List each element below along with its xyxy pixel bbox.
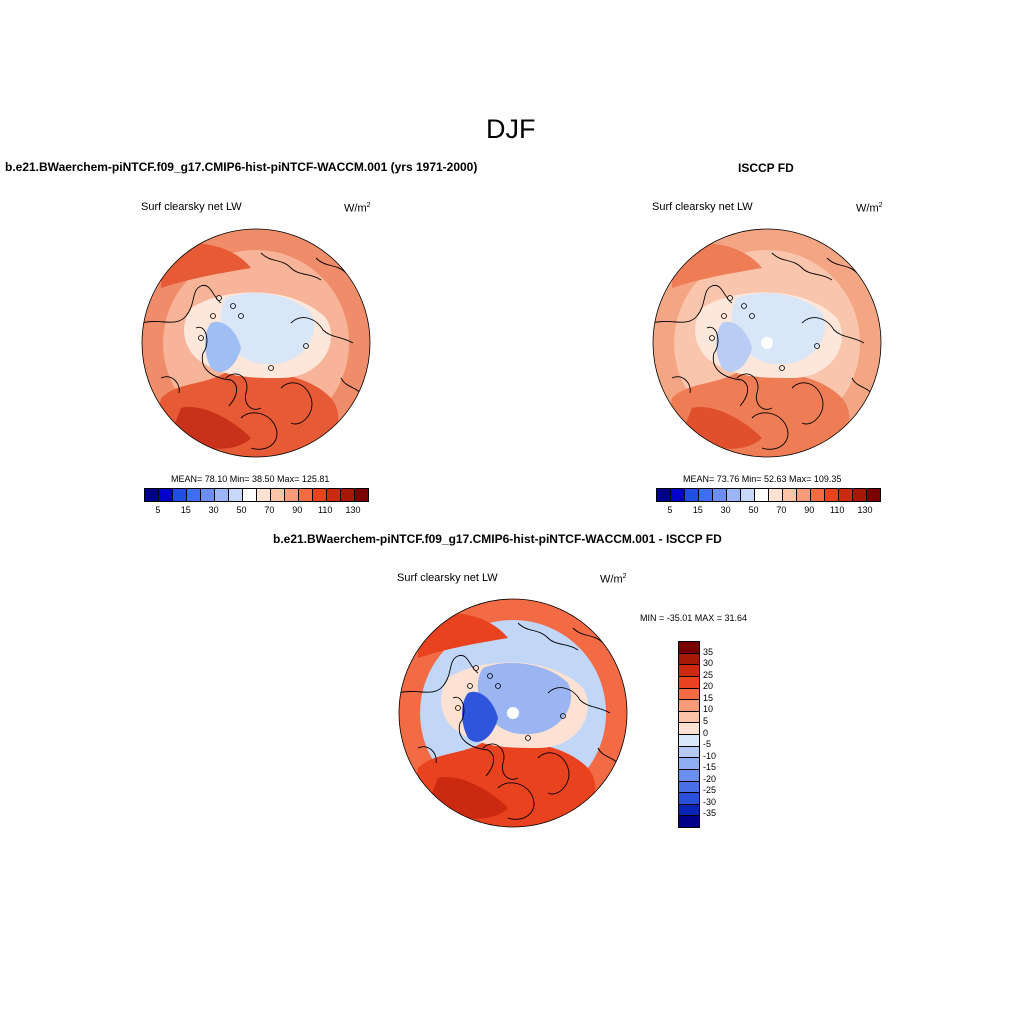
colorbar-tick-label: 70	[264, 505, 275, 515]
colorbar-tick-label: 20	[703, 681, 714, 692]
colorbar-swatch	[838, 489, 852, 501]
colorbar-tick-label: 90	[804, 505, 815, 515]
colorbar-swatch	[298, 489, 312, 501]
colorbar-swatch	[810, 489, 824, 501]
colorbar-tick-label: 70	[776, 505, 787, 515]
colorbar-swatch	[340, 489, 354, 501]
colorbar-tick-label: 5	[703, 715, 709, 726]
colorbar-swatch	[657, 489, 670, 501]
obs-colorbar	[656, 488, 881, 502]
colorbar-swatch	[866, 489, 880, 501]
diff-stats: MIN = -35.01 MAX = 31.64	[640, 613, 748, 623]
colorbar-swatch	[312, 489, 326, 501]
colorbar-tick-label: 35	[703, 646, 714, 657]
model-units: W/m2	[344, 202, 371, 215]
colorbar-tick-label: 5	[667, 505, 673, 515]
colorbar-tick-label: 130	[345, 505, 361, 515]
obs-polar-map	[652, 228, 882, 458]
colorbar-swatch	[214, 489, 228, 501]
colorbar-swatch	[679, 780, 699, 793]
figure-title: DJF	[486, 114, 536, 144]
colorbar-swatch	[256, 489, 270, 501]
colorbar-tick-label: 0	[703, 727, 709, 738]
colorbar-tick-label: 130	[857, 505, 873, 515]
model-panel-header: b.e21.BWaerchem-piNTCF.f09_g17.CMIP6-his…	[5, 160, 478, 174]
colorbar-swatch	[679, 768, 699, 781]
model-polar-map	[141, 228, 371, 458]
diff-colorbar	[678, 641, 700, 828]
colorbar-tick-label: -10	[703, 750, 717, 761]
colorbar-tick-label: -35	[703, 808, 717, 819]
colorbar-swatch	[158, 489, 172, 501]
colorbar-tick-label: 30	[703, 658, 714, 669]
colorbar-swatch	[679, 803, 699, 816]
obs-stats: MEAN= 73.76 Min= 52.63 Max= 109.35	[683, 474, 842, 484]
colorbar-swatch	[679, 652, 699, 665]
colorbar-tick-label: 50	[236, 505, 247, 515]
diff-units: W/m2	[600, 573, 627, 586]
colorbar-tick-label: 25	[703, 669, 714, 680]
colorbar-swatch	[186, 489, 200, 501]
colorbar-swatch	[228, 489, 242, 501]
colorbar-tick-label: -20	[703, 773, 717, 784]
diff-panel-header: b.e21.BWaerchem-piNTCF.f09_g17.CMIP6-his…	[273, 532, 722, 546]
colorbar-tick-label: 110	[318, 505, 333, 515]
colorbar-tick-label: 30	[208, 505, 219, 515]
colorbar-swatch	[172, 489, 186, 501]
colorbar-swatch	[145, 489, 158, 501]
colorbar-tick-label: 15	[703, 692, 714, 703]
colorbar-tick-label: 5	[155, 505, 161, 515]
colorbar-swatch	[824, 489, 838, 501]
model-stats: MEAN= 78.10 Min= 38.50 Max= 125.81	[171, 474, 330, 484]
obs-units: W/m2	[856, 202, 883, 215]
colorbar-tick-label: 110	[830, 505, 845, 515]
colorbar-tick-label: -15	[703, 762, 717, 773]
colorbar-tick-label: 15	[692, 505, 703, 515]
diff-field-label: Surf clearsky net LW	[397, 572, 498, 584]
colorbar-swatch	[726, 489, 740, 501]
diff-polar-map	[398, 598, 628, 828]
colorbar-tick-label: 30	[720, 505, 731, 515]
model-colorbar	[144, 488, 369, 502]
colorbar-swatch	[326, 489, 340, 501]
colorbar-swatch	[679, 734, 699, 746]
obs-panel-header: ISCCP FD	[738, 161, 794, 175]
colorbar-swatch	[679, 642, 699, 653]
colorbar-swatch	[684, 489, 698, 501]
colorbar-swatch	[679, 664, 699, 676]
colorbar-swatch	[740, 489, 754, 501]
colorbar-swatch	[679, 710, 699, 723]
colorbar-tick-label: -30	[703, 796, 717, 807]
colorbar-swatch	[354, 489, 368, 501]
colorbar-swatch	[679, 675, 699, 688]
colorbar-swatch	[679, 687, 699, 700]
colorbar-tick-label: 50	[748, 505, 759, 515]
colorbar-swatch	[670, 489, 684, 501]
colorbar-swatch	[796, 489, 810, 501]
colorbar-swatch	[242, 489, 256, 501]
colorbar-swatch	[679, 745, 699, 758]
colorbar-swatch	[768, 489, 782, 501]
colorbar-swatch	[679, 722, 699, 734]
colorbar-swatch	[712, 489, 726, 501]
colorbar-tick-label: 15	[180, 505, 191, 515]
colorbar-tick-label: 10	[703, 704, 714, 715]
colorbar-swatch	[679, 757, 699, 769]
colorbar-swatch	[698, 489, 712, 501]
colorbar-swatch	[754, 489, 768, 501]
colorbar-swatch	[679, 792, 699, 804]
colorbar-tick-label: -25	[703, 785, 717, 796]
obs-field-label: Surf clearsky net LW	[652, 201, 753, 213]
model-field-label: Surf clearsky net LW	[141, 201, 242, 213]
colorbar-tick-label: 90	[292, 505, 303, 515]
colorbar-swatch	[679, 815, 699, 827]
colorbar-swatch	[270, 489, 284, 501]
colorbar-swatch	[200, 489, 214, 501]
colorbar-tick-label: -5	[703, 739, 712, 750]
colorbar-swatch	[782, 489, 796, 501]
colorbar-swatch	[852, 489, 866, 501]
colorbar-swatch	[679, 699, 699, 711]
colorbar-swatch	[284, 489, 298, 501]
